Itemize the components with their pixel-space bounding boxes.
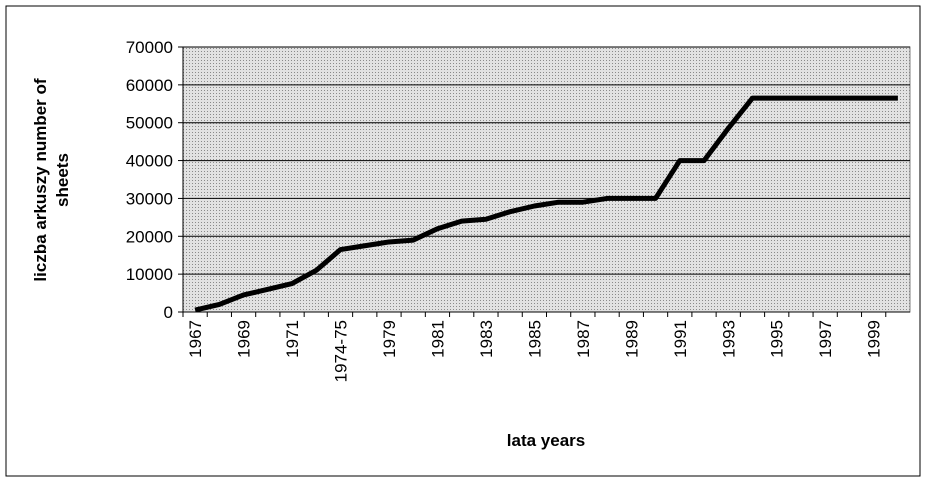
x-tick-label: 1993 (719, 320, 738, 358)
plot-area (182, 46, 911, 313)
x-tick-label: 1995 (768, 320, 787, 358)
x-axis-label: lata years (507, 431, 585, 450)
y-axis-label: liczba arkuszy number of (31, 78, 50, 281)
x-tick-label: 1983 (477, 320, 496, 358)
x-tick-label: 1981 (428, 320, 447, 358)
x-tick-label: 1967 (186, 320, 205, 358)
y-tick-label: 10000 (126, 265, 173, 284)
x-tick-label: 1985 (525, 320, 544, 358)
y-axis-label: sheets (53, 153, 72, 207)
x-tick-label: 1987 (574, 320, 593, 358)
y-tick-label: 70000 (126, 38, 173, 57)
y-tick-label: 50000 (126, 114, 173, 133)
x-tick-label: 1989 (622, 320, 641, 358)
data-line (194, 95, 898, 313)
y-tick-label: 20000 (126, 227, 173, 246)
y-tick-label: 60000 (126, 76, 173, 95)
y-tick-label: 40000 (126, 152, 173, 171)
x-tick-label: 1999 (865, 320, 884, 358)
x-tick-label: 1969 (235, 320, 254, 358)
x-tick-label: 1991 (671, 320, 690, 358)
y-tick-label: 30000 (126, 189, 173, 208)
x-tick-label: 1974-75 (332, 320, 351, 382)
x-tick-label: 1997 (816, 320, 835, 358)
x-tick-label: 1971 (283, 320, 302, 358)
x-tick-label: 1979 (380, 320, 399, 358)
y-tick-label: 0 (164, 303, 173, 322)
